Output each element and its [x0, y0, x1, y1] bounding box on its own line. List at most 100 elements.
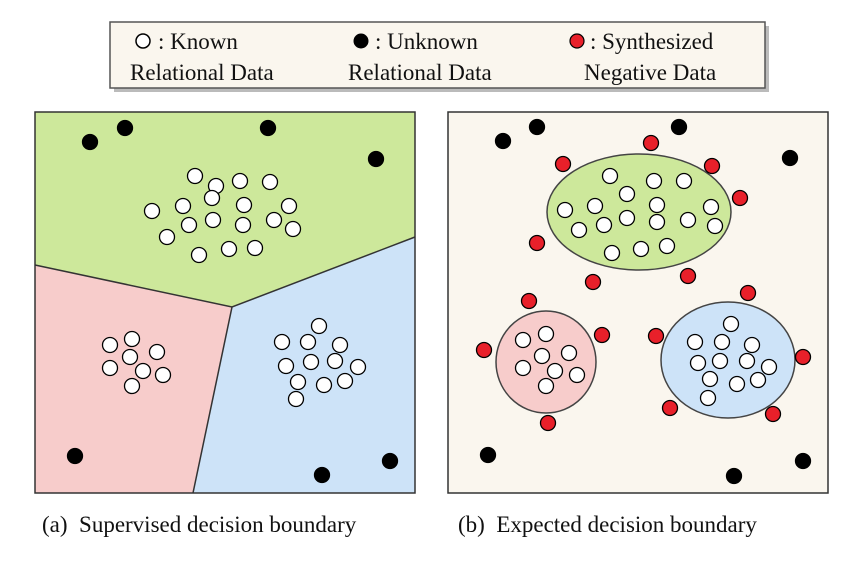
- known-point: [174, 197, 192, 215]
- synthesized-point: [528, 234, 546, 252]
- known-point: [302, 353, 320, 371]
- known-point: [568, 366, 586, 384]
- points: [66, 118, 812, 485]
- unknown-point: [794, 452, 812, 470]
- known-point: [514, 331, 532, 349]
- known-point: [749, 371, 767, 389]
- known-point: [273, 333, 291, 351]
- known-point: [570, 221, 588, 239]
- synthesized-point: [475, 341, 493, 359]
- known-point: [560, 344, 578, 362]
- synthesized-point: [661, 399, 679, 417]
- known-point: [123, 377, 141, 395]
- legend-label: : Known: [158, 29, 238, 54]
- known-point: [702, 198, 720, 216]
- known-point: [336, 372, 354, 390]
- known-point: [310, 317, 328, 335]
- synthesized-point: [679, 267, 697, 285]
- known-point: [586, 197, 604, 215]
- known-point: [711, 352, 729, 370]
- known-point: [595, 216, 613, 234]
- known-point: [234, 216, 252, 234]
- synthesized-point: [539, 414, 557, 432]
- caption: (a) Supervised decision boundary: [42, 512, 357, 537]
- unknown-point: [781, 149, 799, 167]
- known-point: [101, 336, 119, 354]
- synthesized-point: [731, 189, 749, 207]
- known-point: [315, 376, 333, 394]
- unknown-point: [367, 150, 385, 168]
- boundary: [192, 306, 233, 494]
- known-point: [277, 357, 295, 375]
- known-point: [618, 209, 636, 227]
- known-point: [326, 352, 344, 370]
- known-point: [235, 196, 253, 214]
- known-point: [632, 240, 650, 258]
- legend-synth-icon: [569, 33, 585, 49]
- known-point: [743, 336, 761, 354]
- known-point: [158, 228, 176, 246]
- known-point: [265, 211, 283, 229]
- unknown-point: [81, 133, 99, 151]
- synthesized-point: [593, 326, 611, 344]
- known-point: [261, 173, 279, 191]
- known-point: [546, 362, 564, 380]
- unknown-point: [116, 119, 134, 137]
- known-point: [134, 362, 152, 380]
- synthesized-point: [584, 273, 602, 291]
- known-point: [280, 197, 298, 215]
- known-point: [699, 389, 717, 407]
- known-point: [722, 315, 740, 333]
- known-point: [514, 359, 532, 377]
- synthesized-point: [764, 405, 782, 423]
- known-point: [645, 172, 663, 190]
- known-point: [648, 196, 666, 214]
- known-point: [648, 213, 666, 231]
- known-point: [679, 211, 697, 229]
- known-point: [143, 202, 161, 220]
- known-point: [675, 172, 693, 190]
- legend-label: Relational Data: [130, 60, 274, 85]
- known-point: [701, 370, 719, 388]
- caption: (b) Expected decision boundary: [458, 512, 757, 537]
- synthesized-point: [520, 292, 538, 310]
- known-point: [658, 237, 676, 255]
- known-point: [121, 348, 139, 366]
- known-point: [180, 216, 198, 234]
- known-point: [689, 354, 707, 372]
- known-point: [203, 189, 221, 207]
- known-point: [618, 185, 636, 203]
- unknown-point: [528, 118, 546, 136]
- panel-frame: [34, 111, 416, 494]
- known-point: [537, 325, 555, 343]
- known-point: [220, 240, 238, 258]
- synthesized-point: [703, 157, 721, 175]
- known-point: [190, 246, 208, 264]
- known-point: [123, 330, 141, 348]
- unknown-point: [381, 452, 399, 470]
- known-point: [760, 358, 778, 376]
- known-point: [349, 358, 367, 376]
- known-point: [556, 201, 574, 219]
- known-point: [154, 366, 172, 384]
- legend-known-icon: [135, 33, 151, 49]
- synthesized-point: [554, 155, 572, 173]
- known-point: [299, 333, 317, 351]
- unknown-point: [313, 466, 331, 484]
- known-point: [231, 172, 249, 190]
- unknown-point: [725, 467, 743, 485]
- unknown-point: [66, 447, 84, 465]
- known-point: [686, 333, 704, 351]
- synthesized-point: [642, 134, 660, 152]
- known-point: [533, 347, 551, 365]
- legend-label: : Synthesized: [590, 29, 714, 54]
- known-point: [204, 211, 222, 229]
- synthesized-point: [647, 327, 665, 345]
- synthesized-point: [794, 348, 812, 366]
- known-point: [287, 390, 305, 408]
- known-point: [713, 333, 731, 351]
- known-point: [728, 375, 746, 393]
- unknown-point: [479, 446, 497, 464]
- known-point: [706, 217, 724, 235]
